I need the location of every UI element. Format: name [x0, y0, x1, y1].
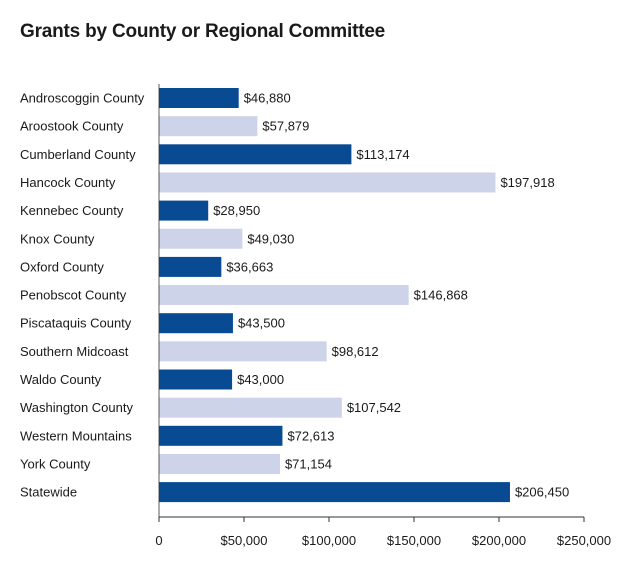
x-tick-label: $150,000 [387, 533, 441, 548]
value-label: $107,542 [347, 400, 401, 415]
category-labels-group: Androscoggin County Aroostook County Cumbe… [20, 91, 145, 500]
category-label: Aroostook County [20, 119, 124, 134]
category-label: Southern Midcoast [20, 344, 129, 359]
category-label: Washington County [20, 400, 133, 415]
value-label: $71,154 [285, 456, 332, 471]
bar-15 [159, 482, 510, 503]
value-label: $146,868 [414, 288, 468, 303]
value-label: $72,613 [287, 428, 334, 443]
value-label: $46,880 [244, 91, 291, 106]
value-label: $98,612 [332, 344, 379, 359]
bar-1 [159, 88, 239, 108]
x-tick-label: $50,000 [221, 533, 268, 548]
bar-10 [159, 341, 327, 362]
bar-4 [159, 172, 496, 193]
category-label: Waldo County [20, 372, 102, 387]
value-label: $43,500 [238, 316, 285, 331]
value-label: $57,879 [262, 119, 309, 134]
bars-group [159, 88, 510, 503]
bar-12 [159, 397, 342, 418]
x-tick-label: $100,000 [302, 533, 356, 548]
category-label: Hancock County [20, 175, 116, 190]
bar-9 [159, 313, 233, 334]
value-label: $113,174 [356, 147, 409, 162]
value-label: $197,918 [500, 175, 554, 190]
bar-5 [159, 200, 209, 221]
category-label: Western Mountains [20, 428, 132, 443]
bar-7 [159, 256, 222, 277]
category-label: Oxford County [20, 259, 104, 274]
x-tick-label: $200,000 [472, 533, 526, 548]
category-label: Kennebec County [20, 203, 124, 218]
value-label: $43,000 [237, 372, 284, 387]
category-label: Androscoggin County [20, 91, 145, 106]
category-label: Cumberland County [20, 147, 136, 162]
value-labels-group: $46,880 $57,879 $113,174 $197,918 $28,950 $49… [213, 91, 569, 500]
x-tick-label: 0 [155, 533, 162, 548]
category-label: Statewide [20, 485, 77, 500]
x-axis: 0 $50,000 $100,000 $150,000 $200,000 $250,000 [155, 84, 611, 548]
bar-13 [159, 425, 283, 446]
bar-2 [159, 116, 258, 137]
category-label: Piscataquis County [20, 316, 132, 331]
value-label: $206,450 [515, 485, 569, 500]
bar-14 [159, 453, 280, 474]
bar-11 [159, 369, 233, 390]
bar-3 [159, 144, 352, 165]
value-label: $36,663 [226, 259, 273, 274]
category-label: Knox County [20, 231, 95, 246]
bar-8 [159, 285, 409, 306]
category-label: York County [20, 456, 91, 471]
bar-6 [159, 228, 243, 249]
chart-title: Grants by County or Regional Committee [20, 21, 386, 42]
value-label: $28,950 [213, 203, 260, 218]
value-label: $49,030 [247, 231, 294, 246]
category-label: Penobscot County [20, 288, 127, 303]
x-tick-label: $250,000 [557, 533, 611, 548]
